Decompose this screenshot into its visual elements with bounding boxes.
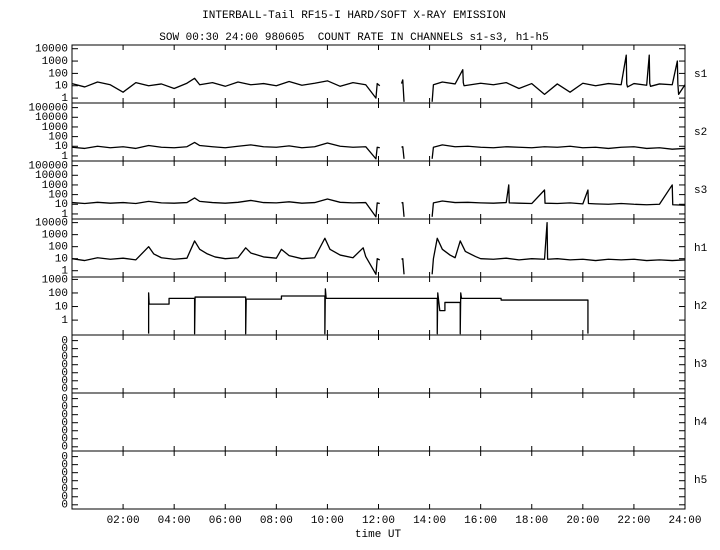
panel-label: h4 [694, 417, 708, 429]
x-tick-label: 20:00 [566, 515, 599, 527]
x-tick-label: 22:00 [617, 515, 650, 527]
y-tick-label: 0 [61, 500, 68, 512]
data-line [71, 141, 686, 160]
y-tick-label: 0 [61, 384, 68, 396]
panel-label: h2 [694, 301, 707, 313]
x-tick-label: 08:00 [260, 515, 293, 527]
x-tick-label: 06:00 [209, 515, 242, 527]
y-tick-label: 100 [48, 68, 68, 80]
y-tick-label: 1000 [42, 230, 68, 242]
data-line [147, 288, 589, 335]
y-tick-label: 0 [61, 476, 68, 488]
y-tick-label: 0 [61, 452, 68, 464]
y-tick-label: 1000 [42, 122, 68, 134]
y-tick-label: 0 [61, 492, 68, 504]
y-tick-label: 1 [61, 266, 68, 278]
y-tick-label: 100 [48, 242, 68, 254]
x-tick-label: 12:00 [362, 515, 395, 527]
y-tick-label: 10000 [35, 170, 68, 182]
y-tick-label: 100 [48, 288, 68, 300]
y-tick-label: 0 [61, 336, 68, 348]
panel-label: h5 [694, 475, 707, 487]
y-tick-label: 10000 [35, 44, 68, 56]
y-tick-label: 0 [61, 344, 68, 356]
y-tick-label: 0 [61, 376, 68, 388]
y-tick-label: 0 [61, 394, 68, 406]
chart-title: INTERBALL-Tail RF15-I HARD/SOFT X-RAY EM… [202, 10, 506, 22]
y-tick-label: 1000 [42, 180, 68, 192]
panel-label: h3 [694, 359, 707, 371]
y-tick-label: 10 [55, 81, 68, 93]
chart-subtitle: SOW 00:30 24:00 980605 COUNT RATE IN CHA… [159, 32, 548, 44]
y-tick-label: 100000 [28, 103, 68, 115]
y-tick-label: 0 [61, 460, 68, 472]
x-tick-label: 14:00 [413, 515, 446, 527]
panel-label: s1 [694, 69, 708, 81]
y-tick-label: 1 [61, 93, 68, 105]
panel-label: s3 [694, 185, 707, 197]
y-tick-label: 10 [55, 199, 68, 211]
y-tick-label: 100 [48, 132, 68, 144]
y-tick-label: 0 [61, 360, 68, 372]
y-tick-label: 10000 [35, 218, 68, 230]
data-line [71, 54, 686, 102]
y-tick-label: 0 [61, 434, 68, 446]
panel-label: h1 [694, 243, 708, 255]
x-tick-label: 02:00 [107, 515, 140, 527]
y-tick-label: 1000 [42, 274, 68, 286]
x-tick-label: 24:00 [668, 515, 701, 527]
y-tick-label: 1 [61, 209, 68, 221]
panel-label: s2 [694, 127, 707, 139]
data-line [71, 184, 686, 218]
y-tick-label: 1 [61, 315, 68, 327]
y-tick-label: 0 [61, 484, 68, 496]
y-tick-label: 10 [55, 141, 68, 153]
y-tick-label: 10 [55, 254, 68, 266]
y-tick-label: 0 [61, 442, 68, 454]
y-tick-label: 0 [61, 410, 68, 422]
y-tick-label: 1 [61, 151, 68, 163]
x-tick-label: 16:00 [464, 515, 497, 527]
y-tick-label: 0 [61, 368, 68, 380]
y-tick-label: 1000 [42, 56, 68, 68]
y-tick-label: 0 [61, 468, 68, 480]
y-tick-label: 10000 [35, 112, 68, 124]
y-tick-label: 0 [61, 426, 68, 438]
y-tick-label: 100 [48, 190, 68, 202]
y-tick-label: 10 [55, 301, 68, 313]
y-tick-label: 0 [61, 402, 68, 414]
y-tick-label: 100000 [28, 161, 68, 173]
x-tick-label: 10:00 [311, 515, 344, 527]
x-axis-label: time UT [355, 529, 402, 541]
x-tick-label: 04:00 [158, 515, 191, 527]
x-tick-label: 18:00 [515, 515, 548, 527]
data-line [71, 221, 686, 275]
y-tick-label: 0 [61, 352, 68, 364]
y-tick-label: 0 [61, 418, 68, 430]
